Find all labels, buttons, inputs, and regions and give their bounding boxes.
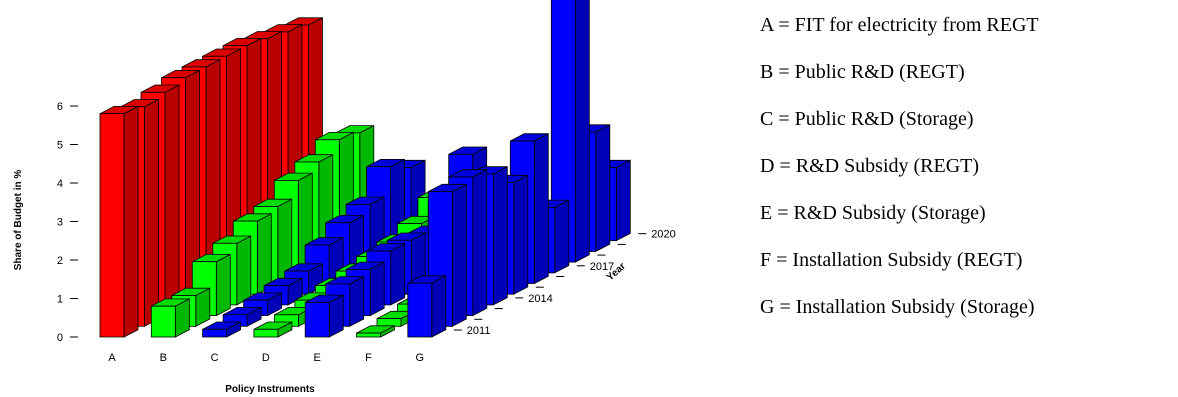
bars-layer (99, 0, 631, 338)
legend-item-e: E = R&D Subsidy (Storage) (760, 202, 986, 224)
year-tick-label: 2014 (528, 293, 552, 305)
category-label: D (262, 352, 270, 364)
legend-item-f: F = Installation Subsidy (REGT) (760, 249, 1023, 271)
legend-item-b: B = Public R&D (REGT) (760, 61, 965, 83)
legend: A = FIT for electricity from REGT B = Pu… (760, 12, 1039, 341)
y-tick-label: 5 (57, 140, 63, 152)
bar-b-2011 (150, 298, 190, 338)
legend-item-g: G = Installation Subsidy (Storage) (760, 296, 1035, 318)
y-axis-title: Share of Budget in % (13, 170, 24, 271)
year-tick-label: 2011 (467, 325, 491, 337)
legend-item-a: A = FIT for electricity from REGT (760, 14, 1039, 36)
bar-e-2011 (304, 294, 344, 338)
bar-c-2011 (202, 321, 242, 338)
category-label: A (108, 352, 116, 364)
bar-a-2011 (99, 105, 139, 338)
axes-layer: 0 1 2 3 4 5 6 A B C D E F G 2011 2014 2017 2020 (57, 101, 676, 364)
bar-c-2012 (222, 306, 262, 327)
y-tick-label: 1 (57, 294, 63, 306)
bar-f-2011 (356, 325, 395, 338)
year-tick-label: 2017 (590, 261, 614, 273)
bar-g-2011 (407, 275, 447, 338)
category-label: C (211, 352, 219, 364)
y-tick-label: 4 (57, 178, 63, 190)
category-label: G (416, 352, 425, 364)
category-label: B (160, 352, 167, 364)
y-tick-label: 6 (57, 101, 63, 113)
category-label: F (365, 352, 372, 364)
bar-d-2011 (253, 321, 293, 338)
x-axis-title: Policy Instruments (225, 384, 315, 395)
y-tick-label: 0 (57, 332, 63, 344)
y-tick-label: 3 (57, 217, 63, 229)
year-tick-label: 2020 (651, 229, 675, 241)
legend-item-d: D = R&D Subsidy (REGT) (760, 155, 980, 177)
y-tick-label: 2 (57, 255, 63, 267)
legend-item-c: C = Public R&D (Storage) (760, 108, 974, 130)
category-label: E (314, 352, 321, 364)
bar-c-2013 (243, 292, 283, 317)
bar-chart-3d: 0 1 2 3 4 5 6 A B C D E F G 2011 2014 2017 2020 Policy In… (13, 0, 676, 395)
